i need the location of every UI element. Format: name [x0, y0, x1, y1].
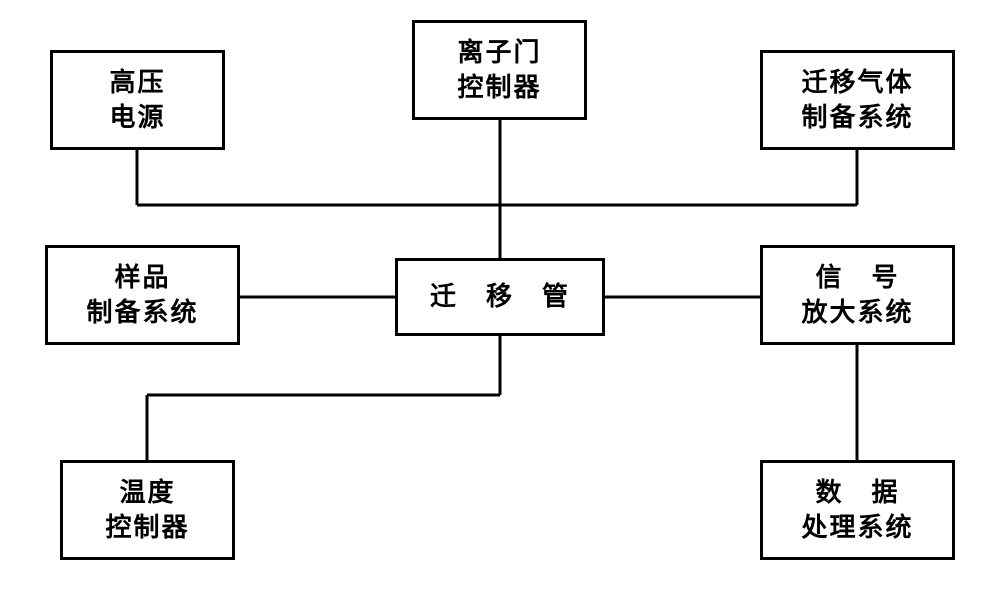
node-data-proc-l1: 数 据	[815, 475, 899, 510]
node-hv-power-l1: 高压	[109, 65, 165, 100]
node-hv-power-l2: 电源	[109, 100, 165, 135]
node-hv-power: 高压 电源	[50, 50, 225, 150]
node-ion-gate-l2: 控制器	[457, 70, 541, 105]
node-signal-amp: 信 号 放大系统	[760, 245, 955, 345]
node-temp-ctrl-l1: 温度	[119, 475, 175, 510]
node-temp-ctrl-l2: 控制器	[105, 510, 189, 545]
node-drift-gas-l1: 迁移气体	[801, 65, 913, 100]
node-signal-amp-l1: 信 号	[815, 260, 899, 295]
node-signal-amp-l2: 放大系统	[801, 295, 913, 330]
node-center-l1: 迁 移 管	[430, 279, 570, 314]
node-ion-gate-l1: 离子门	[457, 35, 541, 70]
node-data-proc-l2: 处理系统	[801, 510, 913, 545]
node-sample-prep-l2: 制备系统	[86, 295, 198, 330]
node-drift-gas: 迁移气体 制备系统	[760, 50, 955, 150]
node-sample-prep: 样品 制备系统	[45, 245, 240, 345]
node-sample-prep-l1: 样品	[114, 260, 170, 295]
node-temp-ctrl: 温度 控制器	[60, 460, 235, 560]
node-center: 迁 移 管	[395, 258, 605, 336]
node-data-proc: 数 据 处理系统	[760, 460, 955, 560]
node-drift-gas-l2: 制备系统	[801, 100, 913, 135]
node-ion-gate: 离子门 控制器	[412, 20, 587, 120]
